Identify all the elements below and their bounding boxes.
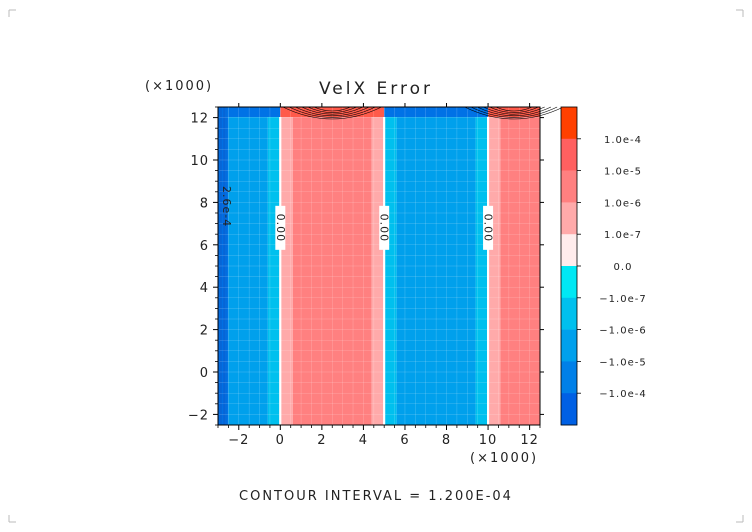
y-tick-label-1: 0 (200, 366, 209, 381)
colorbar-label-3: 1.0e-7 (604, 230, 642, 241)
x-tick-label-3: 4 (359, 433, 368, 448)
x-axis: −2 0 2 4 6 8 10 12 (217, 103, 541, 448)
contour-arc-0-4 (289, 106, 376, 118)
y-tick-label-4: 6 (200, 239, 209, 254)
contour-arc-1-0 (495, 106, 533, 112)
colorbar-segment-0 (561, 107, 577, 140)
contour-label-1: 0.00 (378, 214, 391, 243)
contour-label-bg-2 (483, 205, 494, 250)
colorbar-segment-7 (561, 329, 577, 362)
contour-arc-0-3 (295, 106, 370, 116)
contour-arc-1-2 (483, 106, 545, 115)
colorbar-label-6: −1.0e-6 (599, 326, 646, 337)
x-tick-label-1: 0 (276, 433, 285, 448)
band-7 (383, 107, 386, 425)
colorbar-label-2: 1.0e-6 (604, 198, 642, 209)
x-tick-label-7: 12 (520, 433, 539, 448)
contour-label-bg-1 (379, 205, 390, 250)
colorbar-segment-3 (561, 202, 577, 235)
colorbar-segment-1 (561, 138, 577, 171)
contour-arc-0-2 (301, 106, 364, 115)
y-tick-label-6: 10 (190, 154, 209, 169)
contour-arc-1-3 (477, 106, 552, 116)
contour-arc-1-4 (470, 106, 558, 118)
y-axis-multiplier: (×1000) (145, 79, 213, 94)
colorbar-label-8: −1.0e-4 (599, 389, 646, 400)
x-tick-label-2: 2 (317, 433, 326, 448)
top-strip-0 (228, 107, 281, 117)
colorbar-label-5: −1.0e-7 (599, 294, 646, 305)
y-axis: −2 0 2 4 6 8 10 12 (188, 106, 544, 426)
contour-label-2: 0.00 (482, 214, 495, 243)
y-tick-label-3: 4 (200, 281, 209, 296)
x-tick-label-6: 10 (479, 433, 498, 448)
crop-marks (8, 9, 744, 523)
contour-label-3: 2.6e-4 (220, 186, 233, 227)
top-strip-3 (488, 107, 540, 117)
contour-label-bg-0 (275, 205, 286, 250)
band-8 (385, 107, 397, 425)
band-10 (475, 107, 488, 425)
colorbar-label-7: −1.0e-5 (599, 357, 646, 368)
y-tick-label-0: −2 (188, 408, 209, 423)
contour-lines (282, 106, 564, 120)
x-axis-multiplier: (×1000) (470, 451, 538, 466)
contour-bands (218, 107, 540, 425)
colorbar-segment-8 (561, 361, 577, 394)
band-4 (281, 107, 293, 425)
colorbar-segment-2 (561, 170, 577, 203)
top-boundary-strip (218, 107, 540, 425)
contour-arc-1-5 (464, 106, 564, 120)
colorbar-segment-5 (561, 266, 577, 299)
colorbar-segment-6 (561, 297, 577, 330)
colorbar-segment-9 (561, 393, 577, 426)
colorbar-label-0: 1.0e-4 (604, 135, 642, 146)
top-strip-2 (384, 107, 489, 117)
contour-label-0: 0.00 (274, 214, 287, 243)
colorbar-label-4: 0.0 (614, 262, 633, 273)
y-tick-label-5: 8 (200, 196, 209, 211)
band-3 (279, 107, 282, 425)
contour-arc-1-1 (489, 106, 539, 113)
band-13 (500, 107, 540, 425)
contour-labels: 0.00 0.00 0.00 2.6e-4 (220, 186, 495, 250)
band-6 (371, 107, 384, 425)
top-strip-1 (280, 107, 385, 117)
x-tick-label-0: −2 (228, 433, 249, 448)
x-tick-label-5: 8 (442, 433, 451, 448)
y-tick-label-7: 12 (190, 112, 209, 127)
plot-area: 0.00 0.00 0.00 2.6e-4 (217, 106, 564, 426)
band-11 (487, 107, 490, 425)
contour-arc-0-1 (307, 106, 357, 113)
colorbar-label-1: 1.0e-5 (604, 167, 642, 178)
chart-title: VelX Error (319, 79, 433, 99)
band-12 (489, 107, 501, 425)
band-5 (292, 107, 372, 425)
band-1 (228, 107, 268, 425)
y-tick-label-2: 2 (200, 324, 209, 339)
band-9 (396, 107, 476, 425)
colorbar: 1.0e-4 1.0e-5 1.0e-6 1.0e-7 0.0 −1.0e-7 −1.0e-… (560, 106, 646, 426)
band-2 (267, 107, 280, 425)
contour-arc-0-0 (313, 106, 351, 112)
contour-arc-0-5 (282, 106, 382, 120)
x-tick-label-4: 6 (400, 433, 409, 448)
colorbar-segment-4 (561, 234, 577, 267)
contour-interval-note: CONTOUR INTERVAL = 1.200E-04 (239, 489, 513, 504)
